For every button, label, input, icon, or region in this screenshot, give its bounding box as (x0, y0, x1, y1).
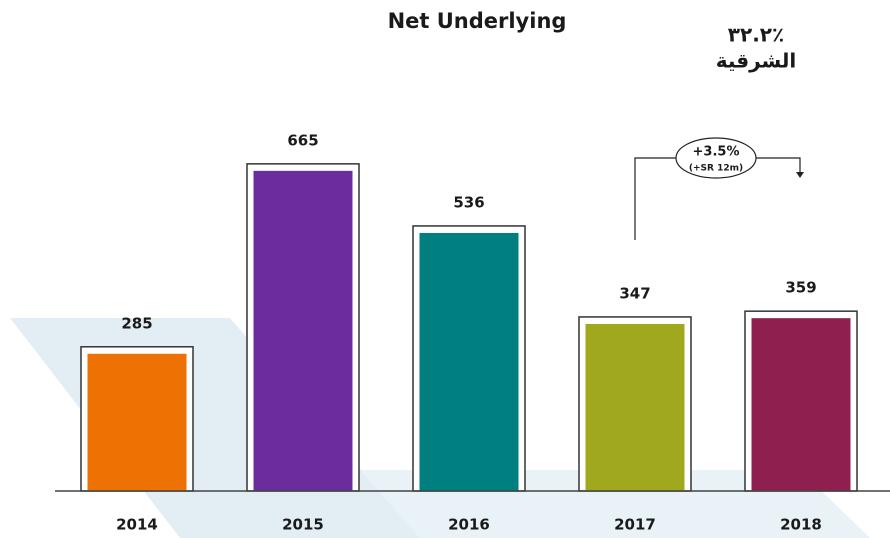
value-label: 665 (287, 131, 318, 149)
x-tick-label: 2017 (614, 516, 656, 534)
chart-title: Net Underlying (388, 9, 567, 33)
annotation-text: +3.5% (693, 145, 740, 160)
corner-text: ٪٣٢.٢ (728, 23, 784, 47)
annotation-subtext: (+SR 12m) (689, 164, 743, 174)
bar (253, 170, 353, 491)
annotation-line (634, 157, 676, 240)
annotation-bubble (675, 137, 757, 179)
bar (751, 318, 851, 491)
value-label: 536 (453, 193, 484, 211)
bar (419, 232, 519, 491)
corner-text: الشرقية (716, 49, 797, 73)
bar (585, 323, 685, 491)
x-tick-label: 2015 (282, 516, 324, 534)
annotation-line (756, 157, 801, 172)
value-label: 347 (619, 284, 650, 302)
x-tick-label: 2018 (780, 516, 822, 534)
value-label: 285 (121, 314, 152, 332)
x-tick-label: 2016 (448, 516, 490, 534)
bar (87, 353, 187, 491)
x-tick-label: 2014 (116, 516, 158, 534)
value-label: 359 (785, 279, 816, 297)
annotation-arrow (796, 172, 804, 178)
annotation: +3.5% (+SR 12m) (634, 137, 804, 240)
